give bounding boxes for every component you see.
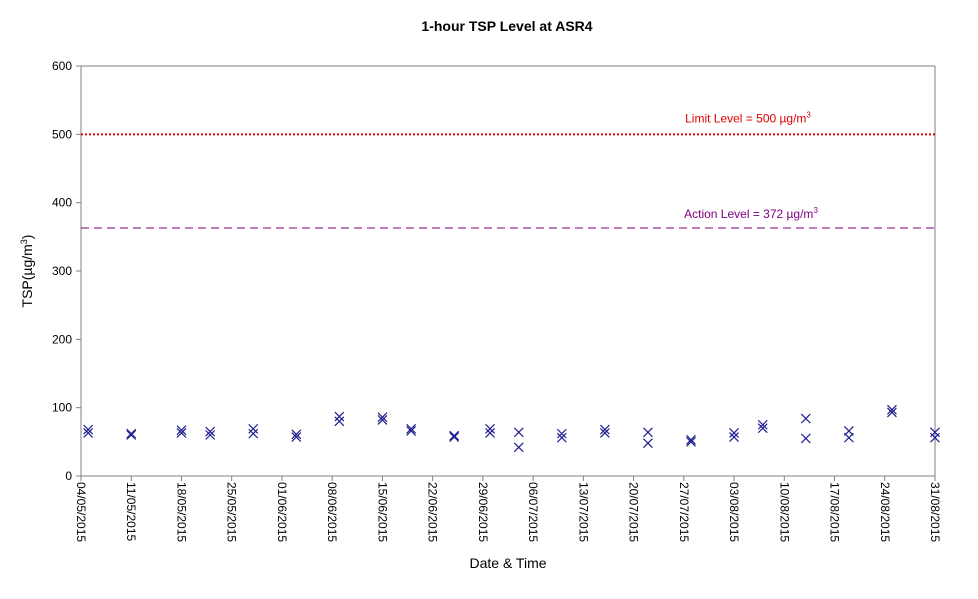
y-tick-label: 0 (65, 469, 72, 483)
x-tick-label: 13/07/2015 (576, 482, 590, 542)
data-point (485, 428, 495, 438)
data-point (485, 423, 495, 434)
y-tick-label: 400 (52, 196, 72, 210)
data-point (126, 428, 137, 439)
data-point (729, 428, 739, 438)
plot-area (80, 65, 936, 477)
y-ticks: 0 100 200 300 400 500 600 (52, 59, 81, 483)
y-axis-label-main: TSP(µg/m (19, 244, 35, 307)
x-tick-label: 11/05/2015 (124, 482, 138, 541)
x-tick-label: 10/08/2015 (777, 482, 791, 542)
data-point (248, 428, 259, 439)
reference-line-label: Limit Level = 500 µg/m3 (685, 110, 811, 125)
reference-line-label-sup: 3 (813, 206, 818, 215)
y-axis-label-sup: 3 (19, 239, 29, 244)
data-point (377, 412, 388, 423)
data-point (126, 430, 137, 440)
data-point (334, 416, 345, 427)
x-tick-label: 17/08/2015 (828, 482, 842, 542)
data-point (291, 429, 302, 440)
data-point (686, 436, 696, 447)
data-point (800, 413, 811, 424)
reference-line-label-sup: 3 (806, 110, 811, 119)
data-point (406, 425, 417, 436)
x-tick-label: 06/07/2015 (526, 482, 540, 542)
data-point (176, 425, 187, 436)
x-tick-label: 03/08/2015 (727, 482, 741, 542)
data-point (513, 427, 524, 438)
y-tick-label: 200 (52, 332, 72, 346)
data-point (406, 423, 417, 434)
data-point (449, 432, 460, 442)
data-point (887, 404, 897, 415)
data-point (887, 407, 897, 418)
data-point (205, 426, 216, 437)
x-tick-label: 24/08/2015 (878, 482, 892, 542)
data-point (729, 432, 739, 442)
y-tick-label: 300 (52, 264, 72, 278)
data-point (930, 432, 940, 443)
data-point (757, 419, 768, 430)
data-point (205, 430, 216, 440)
x-tick-label: 27/07/2015 (677, 482, 691, 542)
data-point (176, 428, 187, 438)
data-points (83, 404, 940, 453)
y-tick-label: 600 (52, 59, 72, 73)
data-point (248, 423, 259, 434)
y-axis-label-end: ) (19, 235, 35, 240)
data-point (556, 428, 567, 439)
x-tick-label: 18/05/2015 (174, 482, 188, 542)
data-point (599, 424, 610, 435)
x-tick-label: 15/06/2015 (375, 482, 389, 542)
x-tick-label: 01/06/2015 (275, 482, 289, 542)
x-tick-label: 29/06/2015 (476, 482, 490, 542)
x-tick-label: 31/08/2015 (928, 482, 942, 542)
data-point (843, 432, 854, 443)
x-tick-label: 20/07/2015 (627, 482, 641, 542)
data-point (513, 442, 524, 453)
data-point (757, 423, 768, 434)
y-tick-label: 100 (52, 401, 72, 415)
x-tick-label: 08/06/2015 (325, 482, 339, 542)
x-tick-label: 25/05/2015 (225, 482, 239, 542)
data-point (599, 428, 610, 438)
reference-line-label-main: Action Level = 372 µg/m (684, 207, 813, 221)
reference-line-label-main: Limit Level = 500 µg/m (685, 111, 806, 125)
x-tick-label: 22/06/2015 (426, 482, 440, 542)
data-point (291, 432, 302, 442)
chart-title: 1-hour TSP Level at ASR4 (421, 18, 592, 34)
x-axis-label: Date & Time (469, 555, 546, 571)
data-point (334, 411, 345, 422)
x-tick-label: 04/05/2015 (74, 482, 88, 542)
data-point (449, 430, 460, 441)
data-point (556, 432, 567, 443)
data-point (377, 415, 388, 425)
data-point (643, 427, 653, 438)
data-point (83, 428, 94, 438)
data-point (800, 433, 811, 444)
data-point (83, 424, 94, 435)
y-tick-label: 500 (52, 127, 72, 141)
data-point (643, 438, 653, 449)
reference-line-label: Action Level = 372 µg/m3 (684, 206, 818, 221)
y-axis-label: TSP(µg/m3) (19, 235, 35, 308)
data-point (686, 434, 696, 445)
x-ticks: 04/05/2015 11/05/2015 18/05/2015 25/05/2015… (74, 476, 942, 542)
